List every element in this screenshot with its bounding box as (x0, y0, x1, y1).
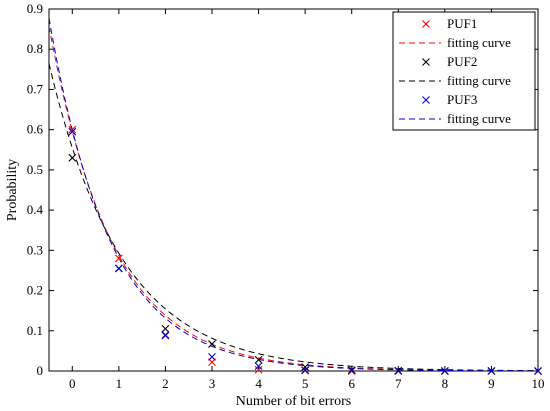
legend-label: PUF1 (447, 16, 477, 31)
data-point-puf2 (161, 324, 170, 333)
legend-label: PUF2 (447, 54, 477, 69)
legend-entry: fitting curve (399, 73, 511, 88)
data-point-puf3 (208, 353, 216, 361)
x-tick-label: 5 (302, 376, 309, 391)
y-tick-label: 0 (37, 363, 44, 378)
data-point-puf3 (394, 367, 403, 375)
fitting-curve-3 (49, 18, 538, 371)
y-tick-label: 0.7 (27, 81, 44, 96)
legend-marker (422, 20, 430, 28)
y-tick-label: 0.5 (27, 162, 43, 177)
data-point-puf3 (440, 367, 449, 375)
x-tick-label: 4 (255, 376, 262, 391)
data-point-puf1 (161, 330, 170, 339)
data-point-puf3 (347, 366, 356, 375)
x-tick-label: 10 (532, 376, 545, 391)
fitting-curve-1 (49, 26, 538, 371)
y-tick-label: 0.6 (27, 122, 44, 137)
legend-label: PUF3 (447, 92, 477, 107)
data-point-puf3 (254, 362, 263, 371)
x-tick-label: 1 (116, 376, 123, 391)
data-point-puf1 (68, 125, 77, 134)
legend: PUF1 fitting curve PUF2 fitting curve PUF3 fi… (392, 11, 536, 131)
legend-entry: fitting curve (399, 35, 511, 50)
y-tick-labels: 0 0.1 0.2 0.3 0.4 0.5 0.6 0.7 0.8 0.9 (27, 1, 44, 378)
x-tick-label: 8 (442, 376, 449, 391)
data-point-puf3 (114, 264, 123, 273)
data-points (68, 125, 542, 375)
fitting-curves (49, 18, 538, 371)
data-point-puf3 (68, 127, 77, 136)
data-point-puf3 (487, 367, 496, 375)
y-axis-title: Probability (5, 159, 20, 221)
x-tick-label: 0 (69, 376, 76, 391)
fitting-curve-2 (49, 63, 538, 371)
legend-box (392, 11, 536, 131)
legend-label: fitting curve (447, 35, 511, 50)
legend-label: fitting curve (447, 73, 511, 88)
x-tick-label: 9 (488, 376, 495, 391)
x-tick-labels: 0 1 2 3 4 5 6 7 8 9 10 (69, 376, 544, 391)
data-point-puf1 (114, 254, 123, 263)
x-tick-label: 3 (209, 376, 216, 391)
legend-label: fitting curve (447, 111, 511, 126)
data-point-puf3 (301, 366, 310, 375)
y-tick-label: 0.8 (27, 41, 43, 56)
data-point-puf2 (68, 153, 77, 162)
x-tick-label: 7 (395, 376, 402, 391)
legend-entry: PUF1 (422, 16, 477, 31)
data-point-puf2 (254, 355, 263, 364)
legend-marker (422, 96, 430, 104)
data-point-puf2 (208, 340, 216, 348)
legend-marker (422, 58, 430, 66)
legend-entry: PUF3 (422, 92, 477, 107)
legend-entry: PUF2 (422, 54, 477, 69)
y-tick-label: 0.3 (27, 242, 43, 257)
x-axis-title: Number of bit errors (236, 394, 351, 409)
y-tick-label: 0.4 (27, 202, 44, 217)
legend-entry: fitting curve (399, 111, 511, 126)
y-tick-label: 0.2 (27, 283, 43, 298)
data-point-puf3 (534, 367, 542, 375)
x-tick-label: 2 (162, 376, 169, 391)
x-tick-label: 6 (348, 376, 355, 391)
y-tick-label: 0.1 (27, 323, 43, 338)
data-point-puf1 (254, 365, 263, 374)
data-point-puf2 (301, 363, 310, 371)
data-point-puf3 (161, 331, 170, 340)
y-tick-label: 0.9 (27, 1, 43, 16)
